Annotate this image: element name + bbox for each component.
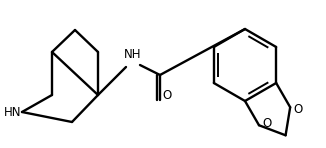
Text: HN: HN: [4, 106, 22, 119]
Text: O: O: [293, 103, 303, 116]
Text: NH: NH: [124, 48, 142, 61]
Text: O: O: [262, 117, 272, 130]
Text: O: O: [162, 89, 171, 102]
